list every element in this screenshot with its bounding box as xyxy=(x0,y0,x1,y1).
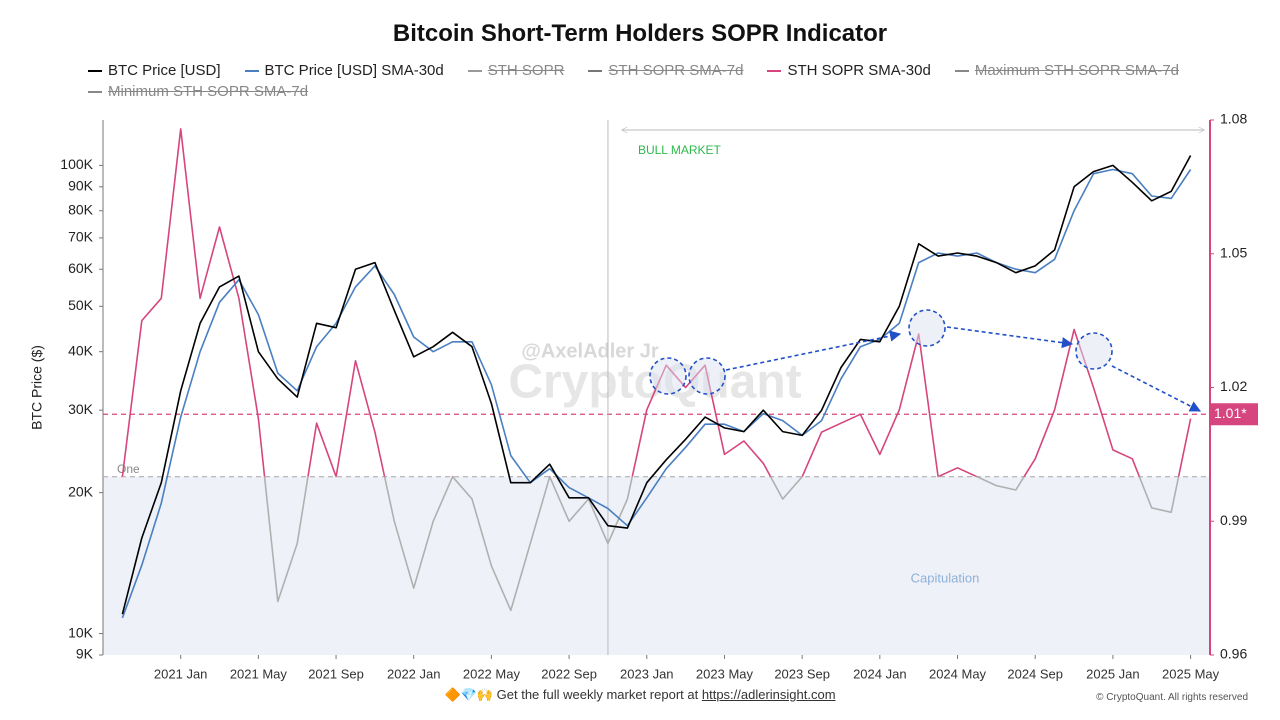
y-tick-label: 80K xyxy=(68,201,94,217)
y2-tick-label: 0.99 xyxy=(1220,512,1247,528)
highlight-circle xyxy=(908,309,946,347)
legend-item[interactable]: STH SOPR xyxy=(467,62,565,79)
bull-market-label: BULL MARKET xyxy=(638,143,722,157)
y2-tick-label: 1.02 xyxy=(1220,378,1247,394)
annotations xyxy=(649,309,1201,412)
y-tick-label: 100K xyxy=(60,156,93,172)
y-tick-label: 60K xyxy=(68,260,94,276)
x-tick-label: 2023 Sep xyxy=(774,666,830,681)
legend-swatch xyxy=(244,69,259,72)
y-tick-label: 90K xyxy=(68,178,94,194)
reference-label: 1.01* xyxy=(1214,405,1247,421)
y-tick-label: 20K xyxy=(68,483,94,499)
x-tick-label: 2023 Jan xyxy=(620,666,674,681)
footer-text: Get the full weekly market report at xyxy=(496,687,699,702)
legend-label: BTC Price [USD] SMA-30d xyxy=(264,62,444,79)
highlight-circle xyxy=(649,357,687,395)
legend-label: Maximum STH SOPR SMA-7d xyxy=(974,62,1180,79)
x-tick-label: 2022 May xyxy=(463,666,521,681)
legend-swatch xyxy=(767,69,782,72)
reference-badge xyxy=(1210,403,1258,426)
y2-tick-label: 0.96 xyxy=(1220,646,1247,662)
watermark-handle: @AxelAdler Jr xyxy=(521,340,659,362)
y-axis-label: BTC Price ($) xyxy=(29,345,45,430)
y-tick-label: 40K xyxy=(68,342,94,358)
legend-item[interactable]: STH SOPR SMA-7d xyxy=(588,62,743,79)
legend-swatch xyxy=(954,69,969,72)
x-tick-label: 2022 Jan xyxy=(387,666,441,681)
x-tick-label: 2025 Jan xyxy=(1086,666,1140,681)
y-tick-label: 9K xyxy=(76,646,94,662)
capitulation-zone xyxy=(103,476,1210,655)
x-tick-label: 2022 Sep xyxy=(541,666,597,681)
y2-tick-label: 1.08 xyxy=(1220,111,1247,127)
reference-label: One xyxy=(117,462,140,476)
legend-swatch xyxy=(88,69,102,72)
y-tick-label: 50K xyxy=(68,297,94,313)
x-tick-label: 2024 Sep xyxy=(1007,666,1063,681)
sopr-line-below xyxy=(122,476,1180,612)
x-tick-label: 2023 May xyxy=(696,666,754,681)
legend-label: STH SOPR xyxy=(487,62,565,79)
legend-label: STH SOPR SMA-7d xyxy=(608,62,744,79)
legend-swatch xyxy=(88,90,102,93)
trend-arrow xyxy=(725,330,902,371)
x-tick-label: 2024 May xyxy=(929,666,987,681)
footer-link[interactable]: https://adlerinsight.com xyxy=(701,687,836,702)
x-tick-label: 2021 May xyxy=(230,666,288,681)
legend-item[interactable]: Maximum STH SOPR SMA-7d xyxy=(954,62,1180,79)
y-tick-label: 70K xyxy=(68,229,94,245)
trend-arrow xyxy=(946,326,1074,349)
legend-item[interactable]: BTC Price [USD] xyxy=(88,62,221,79)
y2-tick-label: 1.05 xyxy=(1220,244,1247,260)
legend-swatch xyxy=(467,69,482,72)
legend-item[interactable]: Minimum STH SOPR SMA-7d xyxy=(88,83,308,100)
copyright: © CryptoQuant. All rights reserved xyxy=(1096,692,1248,703)
price-line xyxy=(121,155,1192,615)
footer-icons: 🔶💎🙌 xyxy=(444,687,494,702)
legend-item[interactable]: STH SOPR SMA-30d xyxy=(767,62,931,79)
capitulation-label: Capitulation xyxy=(911,570,980,585)
legend-label: STH SOPR SMA-30d xyxy=(787,62,931,79)
highlight-circle xyxy=(1075,332,1113,370)
legend: BTC Price [USD] BTC Price [USD] SMA-30d ST… xyxy=(88,62,1208,100)
x-tick-label: 2021 Jan xyxy=(154,666,208,681)
trend-arrow xyxy=(1111,365,1201,412)
x-tick-label: 2025 May xyxy=(1162,666,1220,681)
y-tick-label: 10K xyxy=(68,624,94,640)
y-tick-label: 30K xyxy=(68,401,94,417)
x-tick-label: 2024 Jan xyxy=(853,666,907,681)
highlight-circle xyxy=(688,357,726,395)
legend-label: BTC Price [USD] xyxy=(108,62,221,79)
legend-swatch xyxy=(588,69,603,72)
x-tick-label: 2021 Sep xyxy=(308,666,364,681)
footer: 🔶💎🙌 Get the full weekly market report at… xyxy=(0,687,1280,703)
chart-title: Bitcoin Short-Term Holders SOPR Indicato… xyxy=(392,20,888,47)
legend-item[interactable]: BTC Price [USD] SMA-30d xyxy=(244,62,444,79)
legend-label: Minimum STH SOPR SMA-7d xyxy=(108,83,309,100)
